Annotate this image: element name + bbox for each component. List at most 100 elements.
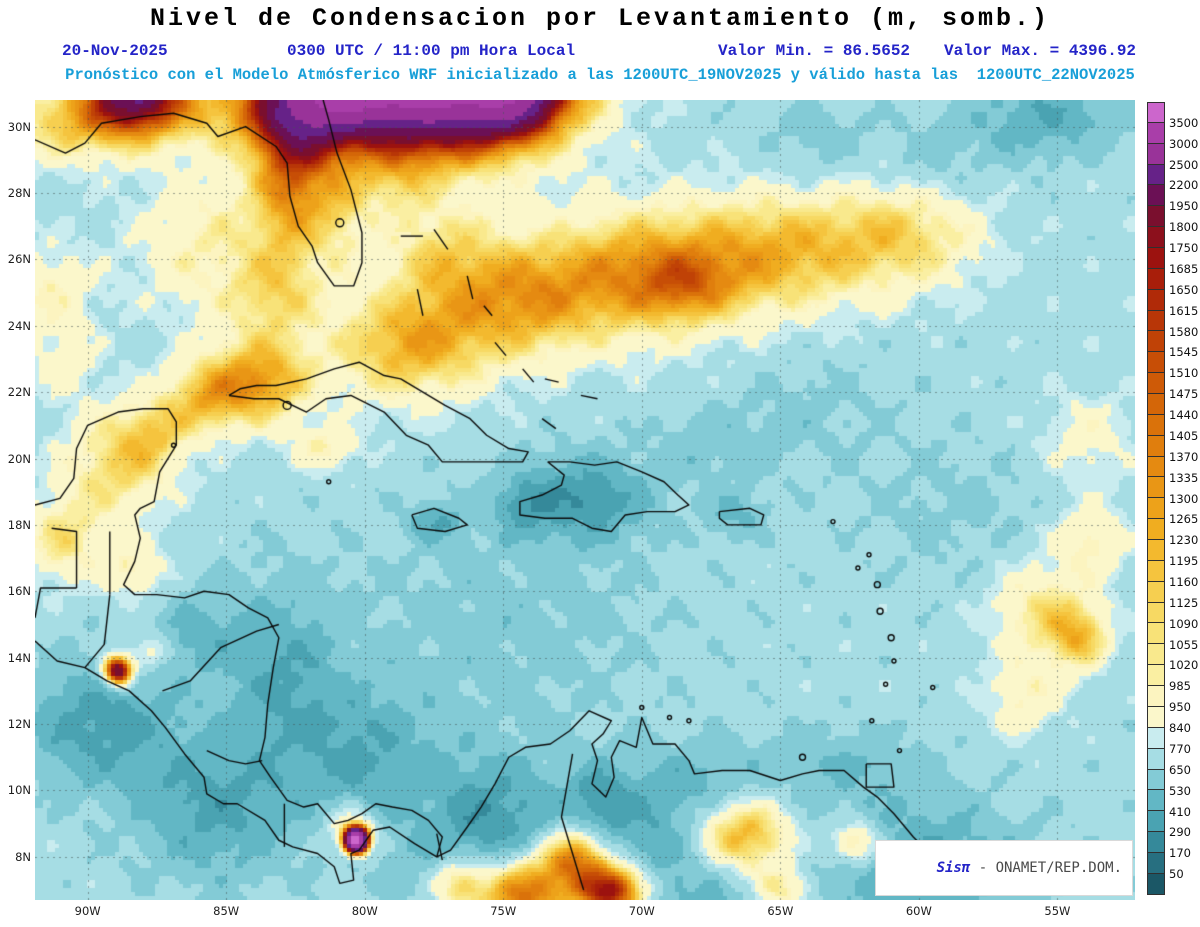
- colorbar-segment: [1147, 122, 1165, 144]
- colorbar-segment: [1147, 581, 1165, 603]
- colorbar-tick-label: 3000: [1169, 136, 1199, 151]
- colorbar-segment: [1147, 790, 1165, 812]
- lat-tick-label: 18N: [7, 517, 31, 532]
- colorbar-segment: [1147, 143, 1165, 165]
- lon-tick-label: 60W: [905, 904, 932, 918]
- colorbar-segment: [1147, 540, 1165, 561]
- lon-tick-label: 75W: [490, 904, 517, 918]
- colorbar-tick-label: 985: [1169, 679, 1191, 694]
- lat-tick-label: 10N: [7, 783, 31, 798]
- colorbar-tick-label: 1230: [1169, 533, 1199, 548]
- min-value-label: Valor Min. = 86.5652: [718, 42, 911, 60]
- colorbar-tick-label: 1440: [1169, 408, 1199, 423]
- colorbar-tick-label: 1800: [1169, 220, 1199, 235]
- lat-tick-label: 16N: [7, 584, 31, 599]
- lat-tick-label: 28N: [7, 185, 31, 200]
- colorbar-tick-label: 410: [1169, 804, 1191, 819]
- lat-tick-label: 22N: [7, 385, 31, 400]
- credit-badge: Sisπ - ONAMET/REP.DOM.: [874, 840, 1133, 896]
- page-title: Nivel de Condensacion por Levantamiento …: [149, 4, 1051, 33]
- colorbar-tick-label: 1615: [1169, 303, 1199, 318]
- colorbar-segment: [1147, 873, 1165, 895]
- colorbar-segment: [1147, 227, 1165, 249]
- colorbar-segment: [1147, 394, 1165, 415]
- colorbar-segment: [1147, 164, 1165, 186]
- lat-tick-label: 20N: [7, 451, 31, 466]
- colorbar-tick-label: 840: [1169, 721, 1191, 736]
- colorbar-tick-label: 530: [1169, 783, 1191, 798]
- colorbar-segment: [1147, 414, 1165, 436]
- colorbar-segment: [1147, 560, 1165, 582]
- colorbar-segment: [1147, 185, 1165, 207]
- colorbar-segment: [1147, 811, 1165, 833]
- forecast-description: Pronóstico con el Modelo Atmósferico WRF…: [65, 66, 1135, 84]
- valid-time-label: 0300 UTC / 11:00 pm Hora Local: [287, 42, 576, 60]
- colorbar-tick-label: 1685: [1169, 261, 1199, 276]
- colorbar-tick-label: 1405: [1169, 428, 1199, 443]
- colorbar-segment: [1147, 373, 1165, 395]
- colorbar-tick-label: 1950: [1169, 199, 1199, 214]
- colorbar-segment: [1147, 852, 1165, 874]
- lon-tick-label: 55W: [1044, 904, 1071, 918]
- colorbar-segment: [1147, 206, 1165, 228]
- lon-tick-label: 70W: [628, 904, 655, 918]
- lon-tick-label: 90W: [74, 904, 101, 918]
- colorbar-tick-label: 1545: [1169, 345, 1199, 360]
- colorbar-tick-label: 1475: [1169, 387, 1199, 402]
- lon-tick-label: 80W: [351, 904, 378, 918]
- colorbar-tick-label: 1300: [1169, 491, 1199, 506]
- colorbar-tick-label: 1335: [1169, 470, 1199, 485]
- colorbar-segment: [1147, 102, 1165, 123]
- colorbar-segment: [1147, 248, 1165, 269]
- lat-tick-label: 12N: [7, 717, 31, 732]
- run-date-label: 20-Nov-2025: [62, 42, 168, 60]
- colorbar-segment: [1147, 477, 1165, 499]
- colorbar-tick-label: 1265: [1169, 512, 1199, 527]
- colorbar-segment: [1147, 665, 1165, 687]
- lat-tick-label: 14N: [7, 650, 31, 665]
- lat-tick-label: 8N: [15, 849, 31, 864]
- colorbar-tick-label: 950: [1169, 700, 1191, 715]
- colorbar: 3500 3000 2500 2200 1950 1800 1750 1685 1650 1615…: [1147, 102, 1199, 895]
- colorbar-segment: [1147, 644, 1165, 666]
- colorbar-tick-label: 2200: [1169, 178, 1199, 193]
- colorbar-tick-label: 1370: [1169, 449, 1199, 464]
- max-value-label: Valor Max. = 4396.92: [944, 42, 1137, 60]
- colorbar-segment: [1147, 331, 1165, 353]
- colorbar-tick-label: 1055: [1169, 637, 1199, 652]
- colorbar-tick-label: 1510: [1169, 366, 1199, 381]
- map-area: 30N 28N 26N 24N 22N 20N 18N 16N 14N 12N 10N 8N 90W 8…: [8, 100, 1135, 917]
- colorbar-tick-label: 1125: [1169, 595, 1199, 610]
- colorbar-segment: [1147, 727, 1165, 749]
- colorbar-tick-label: 50: [1169, 867, 1184, 882]
- lat-tick-label: 24N: [7, 318, 31, 333]
- lat-tick-label: 30N: [7, 119, 31, 134]
- colorbar-tick-label: 3500: [1169, 115, 1199, 130]
- colorbar-tick-label: 770: [1169, 741, 1191, 756]
- colorbar-tick-label: 1580: [1169, 324, 1199, 339]
- colorbar-segment: [1147, 686, 1165, 707]
- colorbar-segment: [1147, 352, 1165, 374]
- colorbar-segment: [1147, 310, 1165, 332]
- colorbar-segment: [1147, 268, 1165, 290]
- colorbar-segment: [1147, 706, 1165, 728]
- colorbar-segment: [1147, 602, 1165, 624]
- colorbar-tick-label: 2500: [1169, 157, 1199, 172]
- colorbar-tick-label: 1750: [1169, 241, 1199, 256]
- colorbar-segment: [1147, 519, 1165, 541]
- colorbar-tick-label: 650: [1169, 762, 1191, 777]
- colorbar-tick-label: 1195: [1169, 554, 1199, 569]
- colorbar-segment: [1147, 456, 1165, 478]
- colorbar-segment: [1147, 435, 1165, 457]
- colorbar-segment: [1147, 623, 1165, 645]
- colorbar-tick-label: 290: [1169, 825, 1191, 840]
- lon-tick-label: 85W: [213, 904, 240, 918]
- colorbar-tick-label: 1650: [1169, 282, 1199, 297]
- map-canvas: [35, 100, 1135, 900]
- lat-tick-label: 26N: [7, 252, 31, 267]
- credit-system-name: Sisπ: [936, 860, 971, 876]
- colorbar-segment: [1147, 832, 1165, 853]
- colorbar-tick-label: 170: [1169, 846, 1191, 861]
- colorbar-segment: [1147, 498, 1165, 520]
